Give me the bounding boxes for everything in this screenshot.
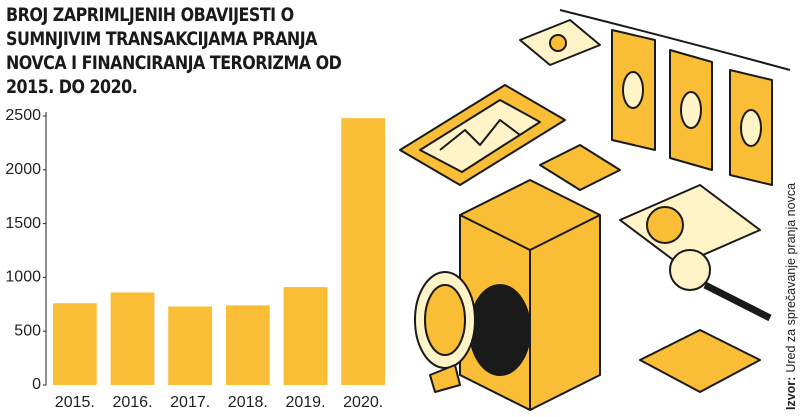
- illustration: [399, 9, 791, 411]
- x-tick-label: 2018.: [228, 394, 268, 411]
- x-tick-label: 2020.: [343, 394, 383, 411]
- chart-title: BROJ ZAPRIMLJENIH OBAVIJESTI O SUMNJIVIM…: [6, 5, 342, 98]
- source-label: Izvor:: [784, 377, 798, 410]
- x-tick-label: 2017.: [170, 394, 210, 411]
- x-tick-label: 2016.: [112, 394, 152, 411]
- y-tick-label: 1500: [5, 215, 41, 232]
- y-tick-label: 0: [32, 376, 41, 393]
- y-tick-label: 1000: [5, 269, 41, 286]
- source-text: Ured za sprečavanje pranja novca: [784, 183, 798, 373]
- y-tick-label: 2000: [5, 161, 41, 178]
- x-tick-label: 2015.: [55, 394, 95, 411]
- bar: [110, 292, 155, 385]
- y-tick-label: 2500: [5, 107, 41, 124]
- bar: [52, 303, 97, 385]
- bar: [341, 118, 386, 385]
- bar: [168, 306, 213, 385]
- y-tick-label: 500: [14, 322, 41, 339]
- source: Izvor: Ured za sprečavanje pranja novca: [784, 183, 798, 410]
- bar: [225, 305, 270, 385]
- bar: [283, 287, 328, 385]
- x-tick-label: 2019.: [285, 394, 325, 411]
